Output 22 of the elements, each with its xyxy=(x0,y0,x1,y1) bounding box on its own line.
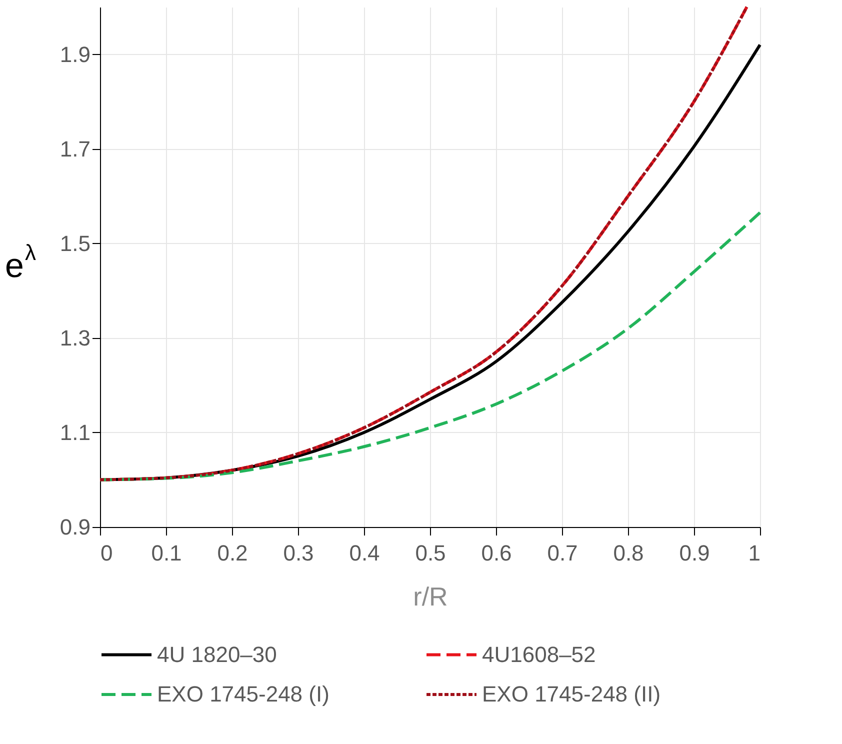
y-tick-label: 1.5 xyxy=(60,230,90,256)
x-tick-label: 0.1 xyxy=(151,540,182,566)
x-tick-label: 0.4 xyxy=(349,540,380,566)
x-tick-label: 1 xyxy=(748,540,760,566)
legend-label: 4U1608–52 xyxy=(482,642,596,667)
x-tick-label: 0.8 xyxy=(613,540,644,566)
y-tick-label: 1.9 xyxy=(60,42,90,67)
x-tick-label: 0.3 xyxy=(283,540,314,566)
x-tick-label: 0.6 xyxy=(481,540,512,566)
x-tick-label: 0.9 xyxy=(679,540,710,566)
legend-label: EXO 1745-248 (I) xyxy=(157,682,330,706)
x-tick-label: 0.7 xyxy=(547,540,578,566)
x-tick-label: 0.5 xyxy=(415,540,446,566)
y-tick-label: 1.3 xyxy=(60,325,90,350)
y-tick-label: 0.9 xyxy=(60,514,90,540)
x-axis-title: r/R xyxy=(413,582,448,612)
y-tick-label: 1.1 xyxy=(60,420,90,445)
x-tick-label: 0 xyxy=(100,540,113,566)
legend-label: EXO 1745-248 (II) xyxy=(482,682,661,706)
legend-label: 4U 1820–30 xyxy=(157,642,277,667)
x-tick-label: 0.2 xyxy=(217,540,248,566)
y-tick-label: 1.7 xyxy=(60,136,90,162)
